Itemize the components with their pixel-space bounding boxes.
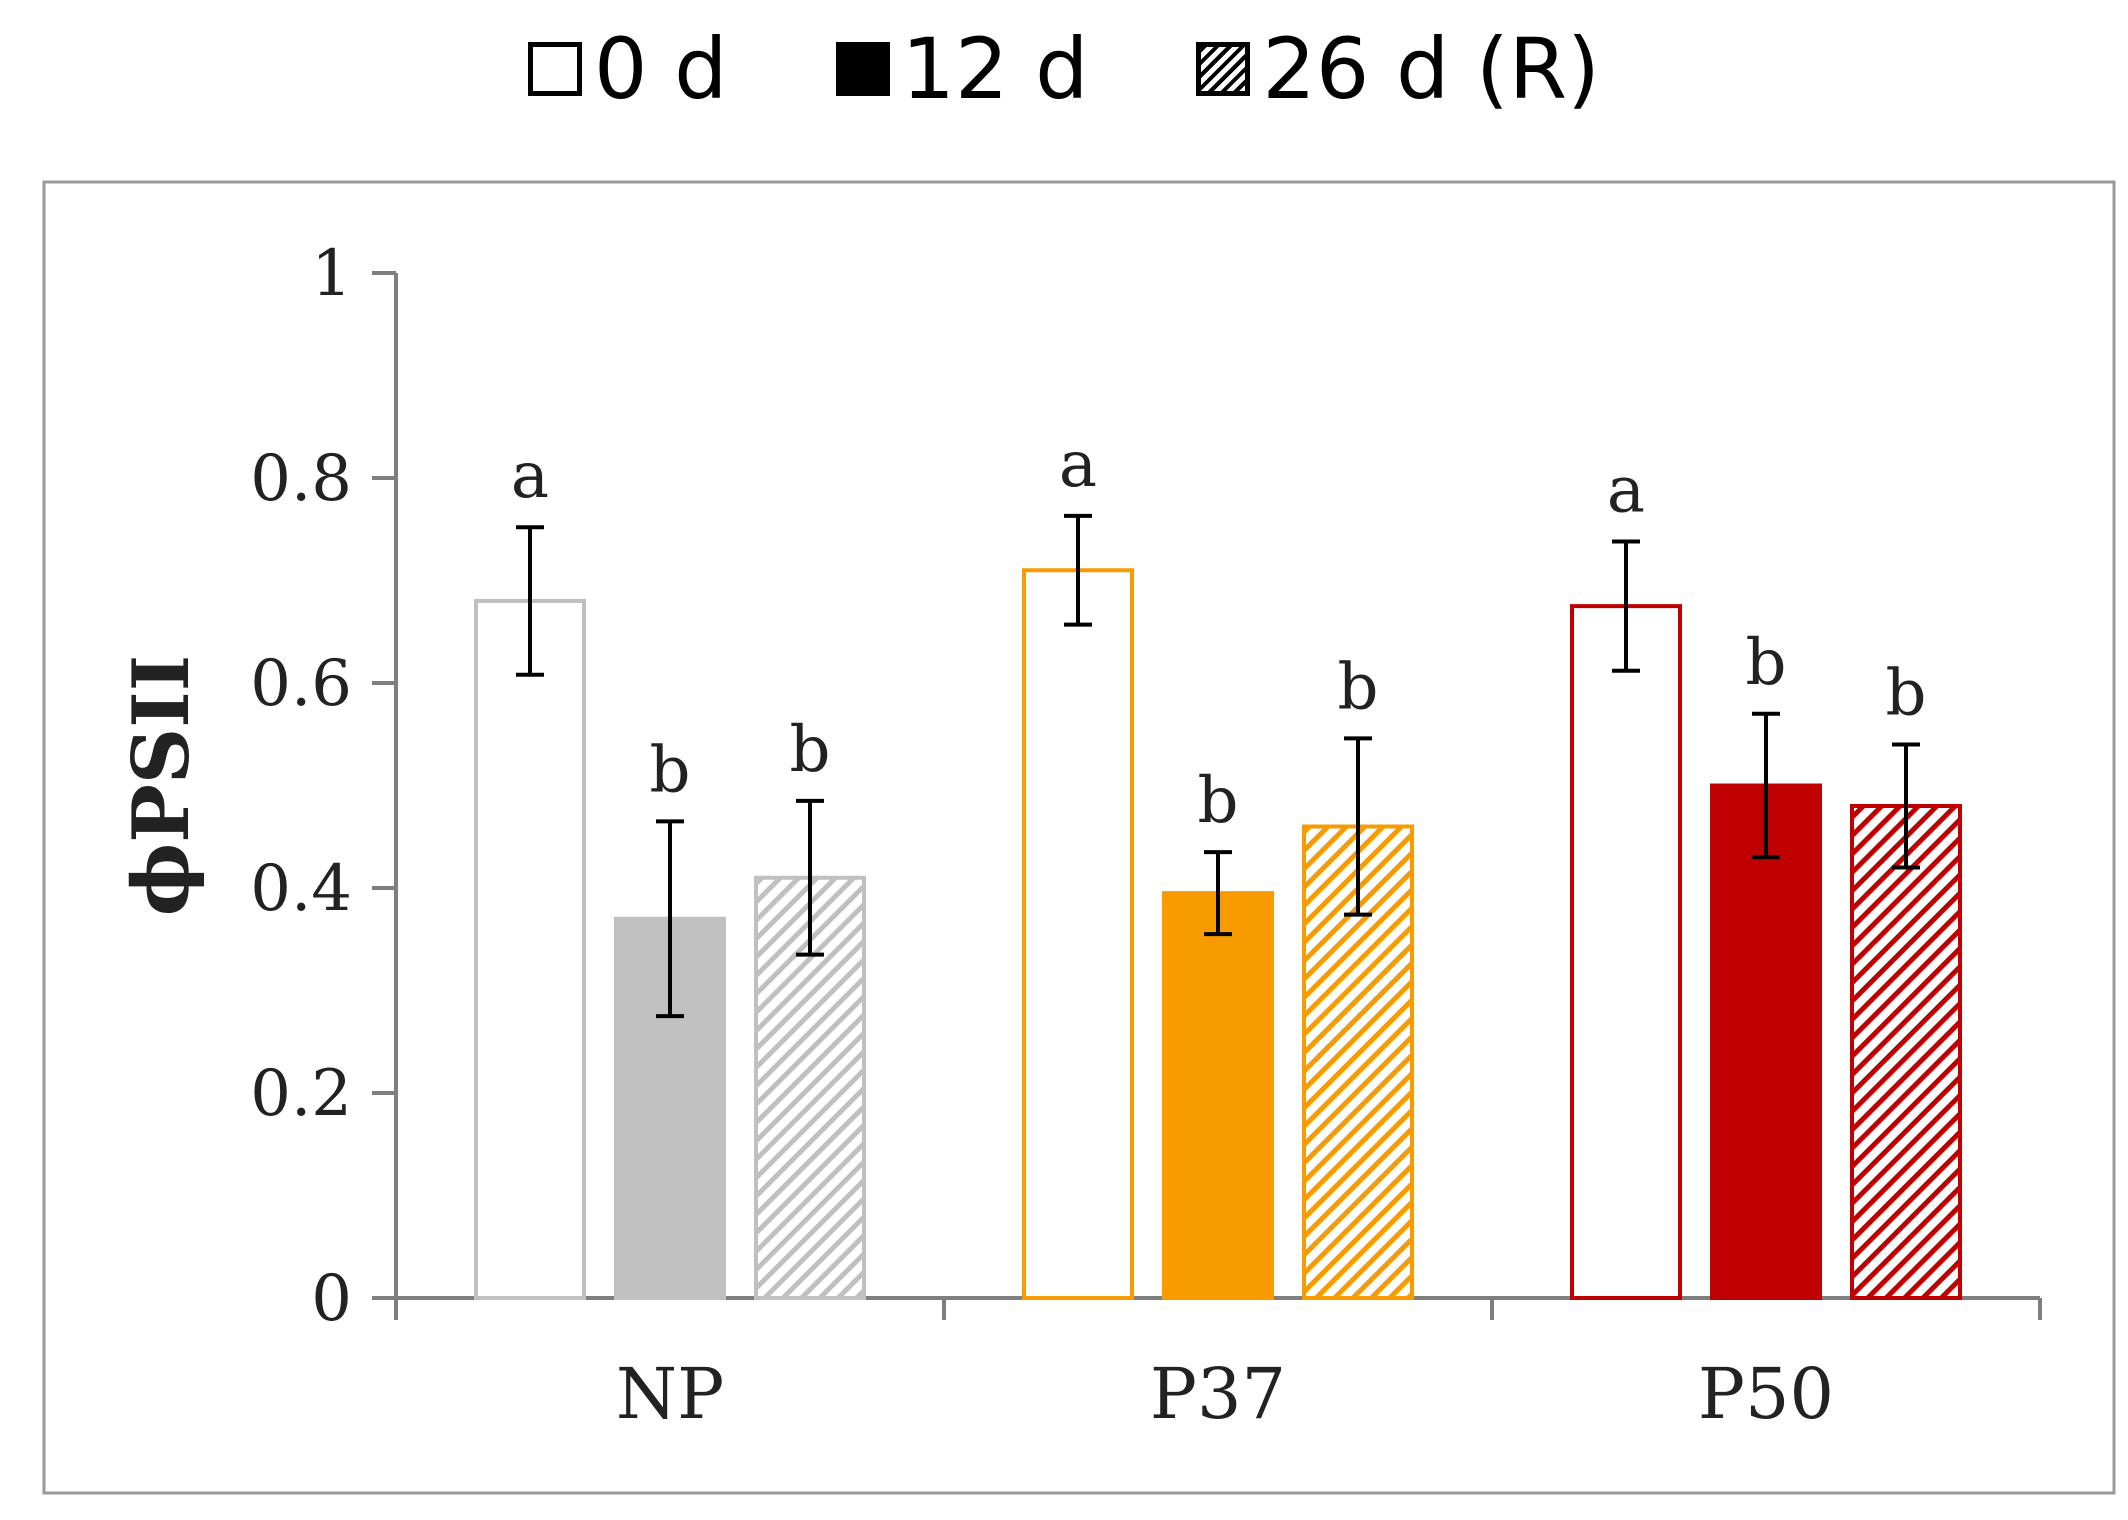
x-tick-label-P37: P37 — [1150, 1353, 1286, 1435]
legend-item-26d: 26 d (R) — [1196, 20, 1600, 118]
significance-letter: a — [1059, 428, 1097, 502]
legend: 0 d 12 d 26 d (R) — [0, 20, 2128, 118]
bar-P37-12 d — [1162, 891, 1274, 1300]
significance-letter: a — [511, 439, 549, 513]
bar-P50-0 d — [1570, 604, 1682, 1300]
legend-item-0d: 0 d — [528, 20, 728, 118]
significance-letter: b — [650, 733, 691, 807]
significance-letter: a — [1607, 454, 1645, 528]
legend-swatch-0d — [528, 42, 583, 96]
legend-swatch-12d — [835, 42, 890, 96]
legend-label-26d: 26 d (R) — [1262, 20, 1600, 118]
x-tick-label-P50: P50 — [1698, 1353, 1834, 1435]
significance-letter: b — [790, 713, 831, 787]
x-tick-label-NP: NP — [616, 1353, 724, 1435]
bar-P50-12 d — [1710, 783, 1822, 1300]
significance-letter: b — [1198, 764, 1239, 838]
significance-letter: b — [1746, 626, 1787, 700]
legend-label-12d: 12 d — [901, 20, 1089, 118]
plot-frame — [42, 180, 2116, 1495]
y-tick-label: 0.4 — [250, 852, 352, 926]
significance-letter: b — [1338, 650, 1379, 724]
y-tick-label: 0.6 — [250, 647, 352, 721]
bar-NP-0 d — [474, 599, 586, 1300]
bar-P37-0 d — [1022, 568, 1134, 1300]
legend-label-0d: 0 d — [594, 20, 728, 118]
y-tick-label: 0.2 — [250, 1057, 352, 1131]
legend-swatch-26d — [1196, 42, 1251, 96]
bar-P50-26 d (R) — [1850, 804, 1962, 1300]
y-tick-label: 0 — [311, 1262, 352, 1336]
y-tick-label: 1 — [311, 237, 352, 311]
significance-letter: b — [1886, 657, 1927, 731]
y-axis-title: ϕPSII — [116, 655, 207, 916]
y-tick-label: 0.8 — [250, 442, 352, 516]
legend-item-12d: 12 d — [835, 20, 1089, 118]
